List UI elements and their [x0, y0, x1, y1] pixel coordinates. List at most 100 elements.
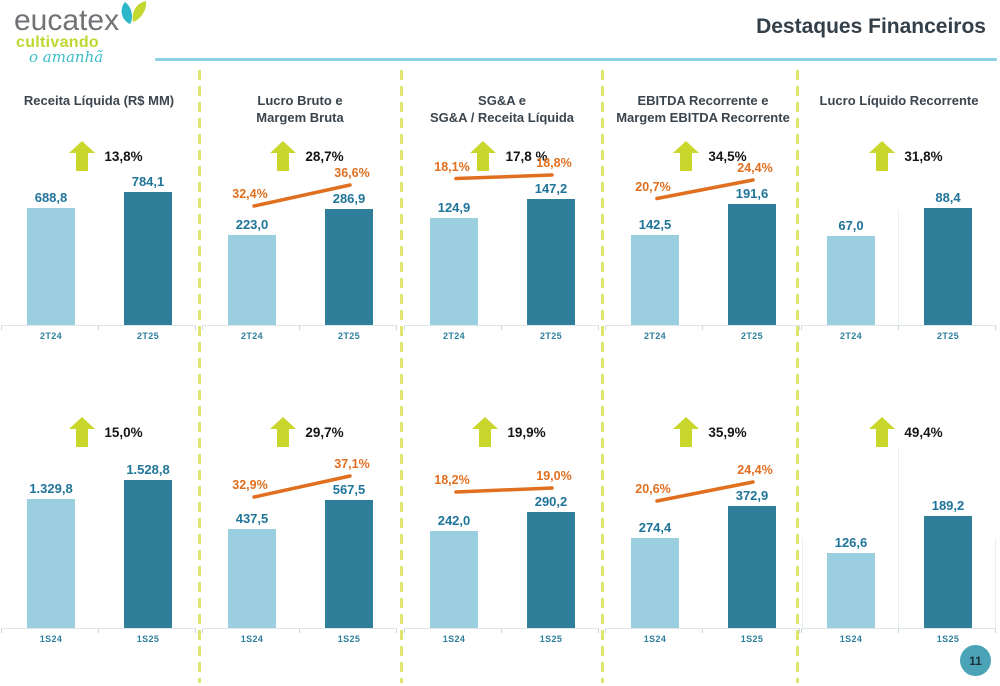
axis-tick — [799, 326, 800, 330]
margin-right-label: 19,0% — [536, 469, 572, 483]
growth-percent-label: 13,8% — [104, 148, 143, 164]
value-label-current: 147,2 — [534, 181, 568, 196]
plot-gridline — [995, 538, 996, 628]
axis-label-previous: 1S24 — [839, 634, 863, 644]
bar-previous-period — [430, 218, 478, 325]
axis-label-previous: 1S24 — [643, 634, 667, 644]
growth-percent-label: 49,4% — [904, 424, 943, 440]
axis-label-previous: 2T24 — [442, 331, 466, 341]
axis-tick — [702, 326, 703, 330]
axis-tick — [501, 326, 502, 330]
axis-tick — [501, 629, 502, 633]
value-label-previous: 124,9 — [437, 200, 471, 215]
margin-right-label: 18,8% — [536, 156, 572, 170]
bar-current-period — [527, 199, 575, 325]
bar-previous-period — [27, 208, 75, 325]
bar-previous-period — [631, 235, 679, 325]
chart-panel: SG&A e SG&A / Receita Líquida 17,8 % 18,… — [404, 85, 600, 383]
up-arrow-icon — [270, 141, 297, 171]
growth-percent-label: 35,9% — [708, 424, 747, 440]
axis-tick — [898, 629, 899, 633]
axis-tick — [202, 326, 203, 330]
margin-right-label: 24,4% — [737, 463, 773, 477]
growth-percent-label: 28,7% — [305, 148, 344, 164]
bar-current-period — [527, 512, 575, 628]
axis-tick — [799, 629, 800, 633]
chart-panel: 15,0% 1.329,8 1.528,8 1S24 1S25 — [1, 388, 197, 686]
axis-tick — [299, 629, 300, 633]
company-logo: eucatex cultivando o amanhã — [14, 1, 174, 70]
axis-label-current: 2T25 — [539, 331, 563, 341]
bar-previous-period — [228, 235, 276, 325]
chart-panel: Lucro Bruto e Margem Bruta 28,7% 32,4% 3… — [202, 85, 398, 383]
growth-indicator: 13,8% — [1, 139, 197, 173]
axis-label-current: 2T25 — [337, 331, 361, 341]
axis-tick — [404, 326, 405, 330]
chart-panel: 29,7% 32,9% 37,1% 437,5 567,5 1S24 1S25 — [202, 388, 398, 686]
axis-tick — [801, 326, 802, 330]
bar-previous-period — [827, 236, 875, 325]
bar-current-period — [325, 500, 373, 628]
value-label-current: 189,2 — [931, 498, 965, 513]
chart-panel: 49,4% 126,6 189,2 1S24 1S25 — [801, 388, 997, 686]
bar-current-period — [924, 208, 972, 325]
axis-tick — [98, 629, 99, 633]
axis-label-previous: 1S24 — [39, 634, 63, 644]
x-axis-line — [404, 628, 599, 629]
axis-label-previous: 1S24 — [442, 634, 466, 644]
margin-left-label: 32,4% — [232, 187, 268, 201]
growth-indicator: 19,9% — [404, 415, 600, 449]
bar-current-period — [124, 480, 172, 628]
chart-panel: Receita Líquida (R$ MM) 13,8% 688,8 784,… — [1, 85, 197, 383]
up-arrow-icon — [673, 417, 700, 447]
page-number-badge: 11 — [960, 645, 991, 676]
value-label-previous: 274,4 — [638, 520, 672, 535]
bar-current-period — [728, 506, 776, 628]
axis-tick — [195, 326, 196, 330]
page-title: Destaques Financeiros — [756, 15, 986, 38]
up-arrow-icon — [673, 141, 700, 171]
x-axis-line — [202, 325, 397, 326]
axis-tick — [98, 326, 99, 330]
value-label-previous: 142,5 — [638, 217, 672, 232]
header-underline — [155, 58, 997, 61]
x-axis-line — [1, 628, 196, 629]
margin-left-label: 32,9% — [232, 478, 268, 492]
growth-percent-label: 34,5% — [708, 148, 747, 164]
chart-title: EBITDA Recorrente e Margem EBITDA Recorr… — [616, 93, 790, 125]
bar-current-period — [325, 209, 373, 325]
axis-tick — [1, 629, 2, 633]
growth-percent-label: 19,9% — [507, 424, 546, 440]
margin-right-label: 37,1% — [334, 457, 370, 471]
growth-indicator: 15,0% — [1, 415, 197, 449]
value-label-current: 286,9 — [332, 191, 366, 206]
bar-current-period — [124, 192, 172, 325]
growth-indicator: 34,5% — [605, 139, 801, 173]
bar-previous-period — [228, 529, 276, 628]
logo-tagline-line2: o amanhã — [29, 48, 104, 66]
axis-label-previous: 1S24 — [240, 634, 264, 644]
axis-tick — [598, 326, 599, 330]
margin-right-label: 24,4% — [737, 161, 773, 175]
axis-label-previous: 2T24 — [240, 331, 264, 341]
margin-left-label: 20,6% — [635, 482, 671, 496]
up-arrow-icon — [470, 141, 497, 171]
margin-left-label: 18,1% — [434, 159, 470, 174]
bar-current-period — [924, 516, 972, 628]
axis-label-previous: 2T24 — [839, 331, 863, 341]
value-label-current: 372,9 — [735, 488, 769, 503]
axis-tick — [195, 629, 196, 633]
value-label-current: 290,2 — [534, 494, 568, 509]
axis-tick — [605, 326, 606, 330]
growth-percent-label: 15,0% — [104, 424, 143, 440]
plot-gridline — [898, 210, 899, 325]
bar-previous-period — [27, 499, 75, 628]
axis-tick — [396, 326, 397, 330]
axis-tick — [995, 629, 996, 633]
x-axis-line — [801, 325, 996, 326]
up-arrow-icon — [869, 417, 896, 447]
page-number: 11 — [969, 653, 982, 668]
axis-label-current: 2T25 — [136, 331, 160, 341]
axis-tick — [598, 629, 599, 633]
x-axis-line — [605, 325, 800, 326]
